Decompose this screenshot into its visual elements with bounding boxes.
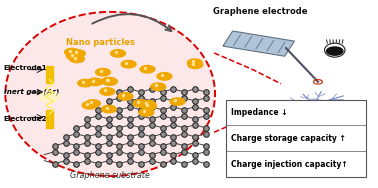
Circle shape — [100, 88, 115, 95]
Circle shape — [139, 109, 154, 116]
Circle shape — [121, 61, 136, 68]
Ellipse shape — [325, 43, 345, 57]
Text: Graphene electrode: Graphene electrode — [213, 7, 308, 16]
Circle shape — [78, 79, 93, 87]
Circle shape — [170, 98, 185, 105]
Text: Charge storage capacity ↑: Charge storage capacity ↑ — [231, 134, 346, 143]
Circle shape — [101, 77, 116, 85]
Circle shape — [140, 65, 155, 73]
Circle shape — [151, 83, 166, 90]
Circle shape — [85, 100, 101, 107]
Circle shape — [141, 101, 156, 108]
Circle shape — [67, 52, 81, 60]
Circle shape — [118, 93, 133, 100]
Ellipse shape — [5, 12, 215, 176]
Circle shape — [102, 78, 117, 85]
Text: Nano particles: Nano particles — [66, 38, 135, 47]
Bar — [46, 110, 53, 128]
Circle shape — [39, 92, 60, 102]
Circle shape — [327, 47, 343, 55]
Circle shape — [65, 48, 79, 56]
Circle shape — [70, 55, 84, 63]
Circle shape — [304, 99, 325, 109]
Circle shape — [157, 73, 172, 80]
Text: Electrode2: Electrode2 — [4, 116, 47, 122]
Text: Inert gas (Ar): Inert gas (Ar) — [4, 89, 59, 96]
Circle shape — [111, 50, 125, 57]
Text: Graphene substrate: Graphene substrate — [70, 171, 150, 180]
Circle shape — [187, 59, 202, 66]
Text: Charge injection capacity↑: Charge injection capacity↑ — [231, 160, 348, 169]
Circle shape — [141, 103, 156, 110]
Circle shape — [88, 78, 103, 86]
Polygon shape — [223, 31, 294, 56]
Bar — [226, 100, 366, 177]
Circle shape — [188, 61, 203, 69]
Text: Impedance ↓: Impedance ↓ — [231, 108, 287, 117]
Circle shape — [102, 105, 116, 113]
Text: Electrode1: Electrode1 — [4, 65, 47, 71]
Bar — [46, 66, 53, 83]
Circle shape — [133, 100, 148, 107]
Circle shape — [82, 102, 97, 109]
Circle shape — [70, 50, 85, 57]
FancyArrowPatch shape — [92, 14, 171, 31]
Circle shape — [96, 68, 110, 76]
